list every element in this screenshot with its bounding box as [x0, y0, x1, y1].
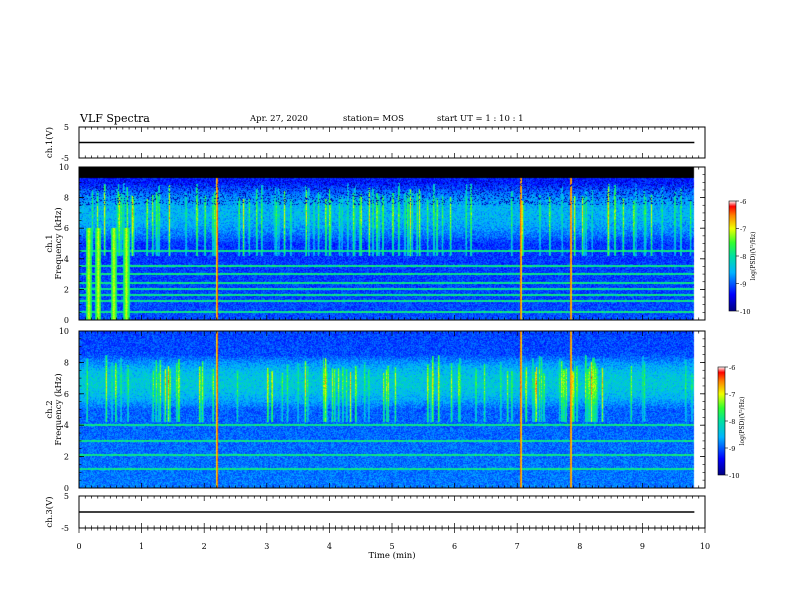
x-tick-label: 1 [139, 542, 144, 551]
y-tick-label: 10 [59, 327, 69, 336]
y-axis-label: ch.2 [45, 400, 55, 418]
x-tick-label: 5 [389, 542, 394, 551]
y-tick-label: 8 [64, 194, 69, 203]
y-tick-label: 5 [64, 123, 69, 132]
start-time-label: start UT = 1 : 10 : 1 [437, 114, 524, 124]
colorbar-tick-label: -7 [740, 226, 746, 234]
colorbar-tick-label: -10 [729, 472, 739, 480]
y-tick-label: 4 [64, 255, 69, 264]
colorbar-tick-label: -6 [729, 364, 735, 372]
y-tick-label: 5 [64, 492, 69, 501]
colorbar-label: log(PSD)(V²/Hz) [750, 232, 757, 281]
recording-date: Apr. 27, 2020 [250, 114, 308, 124]
y-tick-label: 0 [64, 484, 69, 493]
y-axis-label: ch.1 [45, 234, 55, 252]
x-tick-label: 7 [515, 542, 520, 551]
y-tick-label: -5 [61, 524, 69, 533]
y-tick-label: 8 [64, 358, 69, 367]
x-tick-label: 2 [202, 542, 207, 551]
colorbar-tick-label: -9 [729, 445, 735, 453]
y-axis-label: ch.1(V) [44, 127, 55, 158]
colorbar-tick-label: -9 [740, 281, 746, 289]
colorbar-tick-label: -10 [740, 308, 750, 316]
x-tick-label: 3 [264, 542, 269, 551]
y-tick-label: 4 [64, 421, 69, 430]
y-axis-label: ch.3(V) [44, 496, 55, 527]
colorbar-tick-label: -8 [729, 418, 735, 426]
spectrogram-layer [79, 167, 705, 488]
colorbar [717, 366, 726, 476]
colorbar-label: log(PSD)(V²/Hz) [739, 397, 746, 446]
x-tick-label: 4 [327, 542, 332, 551]
colorbar-tick-label: -7 [729, 391, 735, 399]
colorbar-tick-label: -6 [740, 198, 746, 206]
y-axis-label: Frequency (kHz) [53, 207, 64, 279]
y-tick-label: 0 [64, 316, 69, 325]
y-axis-label: Frequency (kHz) [53, 373, 64, 445]
y-tick-label: 10 [59, 163, 69, 172]
spectrogram-image [79, 167, 705, 320]
chart-title: VLF Spectra [80, 112, 150, 125]
y-tick-label: -5 [61, 154, 69, 163]
y-tick-label: 2 [64, 285, 69, 294]
colorbar [728, 200, 737, 312]
x-tick-label: 6 [452, 542, 457, 551]
x-tick-label: 0 [76, 542, 81, 551]
y-tick-label: 6 [64, 224, 69, 233]
x-axis-label: Time (min) [368, 550, 415, 561]
x-tick-label: 9 [640, 542, 645, 551]
y-tick-label: 2 [64, 453, 69, 462]
x-tick-label: 10 [700, 542, 710, 551]
y-tick-label: 6 [64, 390, 69, 399]
x-tick-label: 8 [577, 542, 582, 551]
colorbar-tick-label: -8 [740, 253, 746, 261]
spectrogram-image [79, 331, 705, 488]
station-label: station= MOS [343, 114, 404, 124]
